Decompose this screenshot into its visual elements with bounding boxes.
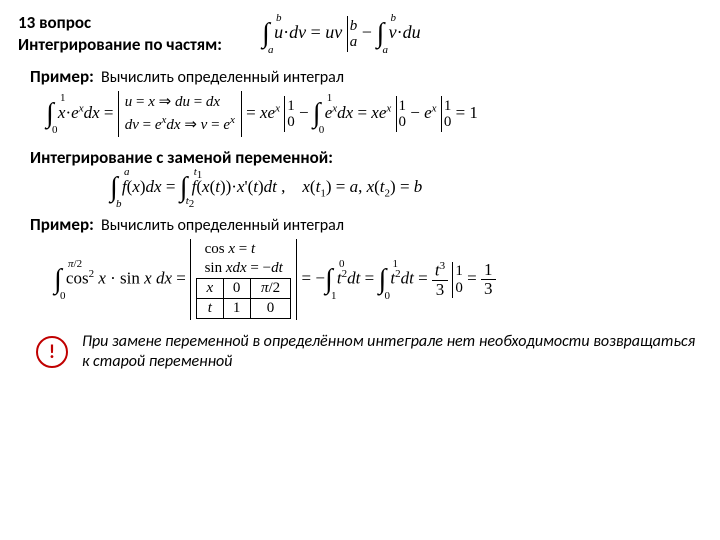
substitution-title: Интегрирование с заменой переменной: [30,147,702,168]
question-number: 13 вопрос [18,12,91,33]
note-text: При замене переменной в определённом инт… [82,332,702,372]
example-2-label: Пример: [30,214,94,235]
header-row: 13 вопрос Интегрирование по частям: b∫a … [18,12,702,56]
example-1-equation: 1∫0 x·exdx = u = x ⇒ du = dx dv = exdx ⇒… [46,91,702,137]
substitution-section: Интегрирование с заменой переменной: a∫b… [30,147,702,204]
example-2: Пример: Вычислить определенный интеграл … [30,214,702,320]
header-text: 13 вопрос Интегрирование по частям: [18,12,222,56]
example-2-text: Вычислить определенный интеграл [101,216,344,235]
example-2-equation: π/2∫0 cos2 x · sin x dx = cos x = t sin … [54,239,702,320]
header-formula: b∫a u·dv = uv ba − b∫a v·du [262,16,421,52]
example-1-text: Вычислить определенный интеграл [101,68,344,87]
header-title: Интегрирование по частям: [18,34,222,55]
example-1-label: Пример: [30,66,94,87]
note-row: ! При замене переменной в определённом и… [36,332,702,372]
substitution-formula: a∫b f(x)dx = t1∫t2 f(x(t))·x'(t)dt , x(t… [110,172,702,204]
example-1: Пример: Вычислить определенный интеграл … [30,66,702,137]
warning-icon: ! [36,336,68,368]
example-1-result: = 1 [456,103,478,122]
